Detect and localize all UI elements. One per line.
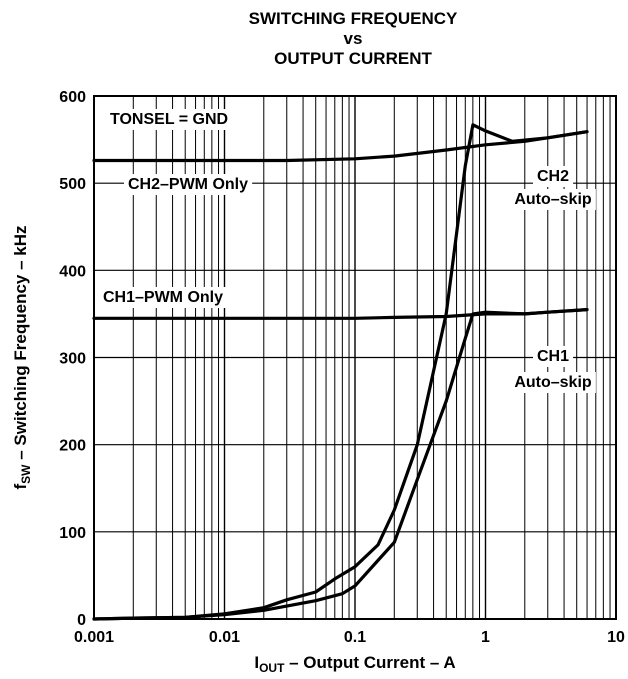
plot-frame: [93, 95, 617, 620]
annotation-text: Auto–skip: [514, 191, 592, 208]
x-axis-label: IOUT – Output Current – A: [254, 653, 455, 675]
annotation-background: [106, 109, 233, 130]
annotation: CH1–PWM Only: [99, 287, 228, 308]
annotations: TONSEL = GND CH2–PWM Only CH2 Auto–skip CH1–…: [99, 109, 596, 393]
chart-title-line: OUTPUT CURRENT: [274, 49, 432, 68]
annotation: Auto–skip: [510, 372, 596, 393]
annotation-background: [124, 174, 253, 195]
y-axis-label: fSW – Switching Frequency – kHz: [11, 225, 33, 489]
series-line-4: [92, 308, 589, 621]
y-tick-label: 600: [59, 89, 86, 106]
y-tick-label: 200: [59, 438, 86, 455]
series-line-1: [92, 130, 589, 163]
chart-title-line: vs: [344, 29, 363, 48]
annotation: CH2–PWM Only: [124, 174, 253, 195]
y-tick-label: 0: [77, 612, 86, 629]
chart-title-line: SWITCHING FREQUENCY: [249, 9, 458, 28]
x-tick-label: 0.01: [209, 629, 240, 646]
annotation: CH1: [532, 346, 574, 367]
annotation-background: [532, 166, 574, 187]
annotation-background: [99, 287, 228, 308]
annotation-background: [510, 189, 596, 210]
x-tick-label: 10: [607, 629, 625, 646]
x-tick-label: 1: [481, 629, 490, 646]
y-tick-label: 300: [59, 351, 86, 368]
y-tick-label: 500: [59, 176, 86, 193]
annotation-background: [510, 372, 596, 393]
annotation-text: Auto–skip: [514, 374, 592, 391]
series-lines: [92, 123, 589, 621]
y-tick-label: 400: [59, 263, 86, 280]
annotation-text: CH2–PWM Only: [128, 176, 248, 193]
annotation-text: CH1–PWM Only: [103, 289, 223, 306]
y-tick-label: 100: [59, 525, 86, 542]
annotation: CH2: [532, 166, 574, 187]
chart-title: SWITCHING FREQUENCY vs OUTPUT CURRENT: [249, 9, 458, 68]
annotation-text: CH1: [537, 348, 569, 365]
annotation-text: CH2: [537, 168, 569, 185]
annotation: Auto–skip: [510, 189, 596, 210]
annotation-background: [532, 346, 574, 367]
annotation-text: TONSEL = GND: [110, 111, 228, 128]
x-tick-label: 0.1: [344, 629, 366, 646]
annotation: TONSEL = GND: [106, 109, 233, 130]
x-tick-label: 0.001: [74, 629, 114, 646]
